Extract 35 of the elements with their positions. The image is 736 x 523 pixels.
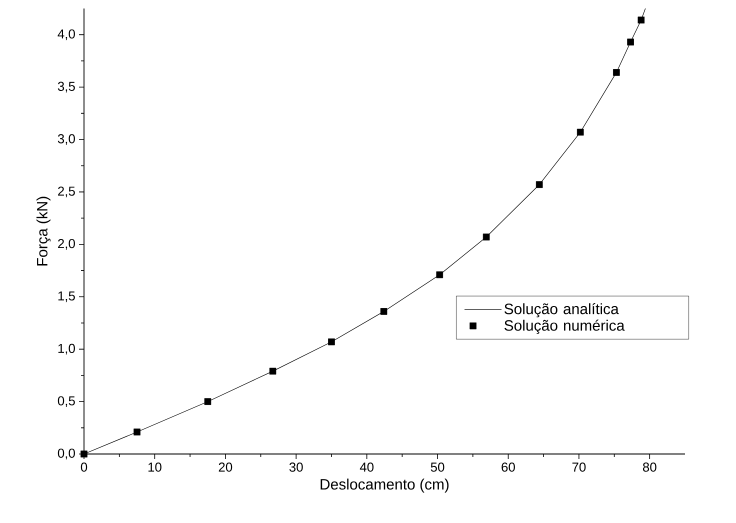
y-tick-label: 3,5 — [58, 82, 75, 92]
y-tick-label: 0,0 — [58, 448, 75, 460]
x-tick-label: 0 — [80, 462, 88, 472]
x-tick-label: 10 — [148, 462, 162, 472]
point — [269, 368, 276, 375]
legend-label: Solução analítica — [504, 303, 619, 318]
y-tick-label: 1,5 — [58, 291, 75, 302]
x-axis-title: Deslocamento (cm) — [320, 478, 449, 493]
point — [638, 16, 645, 24]
x-tick-label: 20 — [218, 462, 232, 472]
y-axis-title: Força (kN) — [36, 196, 51, 266]
x-tick-label: 50 — [430, 462, 444, 472]
x-tick-label: 80 — [642, 462, 656, 472]
y-tick-label: 2,0 — [58, 238, 75, 250]
y-tick-label: 1,0 — [58, 344, 75, 355]
point — [627, 38, 634, 46]
y-tick-label: 4,0 — [58, 29, 75, 40]
point — [80, 450, 88, 458]
x-tick-label: 70 — [572, 462, 586, 472]
legend-label: Solução numérica — [504, 320, 625, 334]
point — [482, 234, 490, 240]
x-tick-label: 60 — [502, 462, 515, 472]
point — [204, 398, 212, 405]
x-tick-label: 30 — [289, 462, 303, 472]
y-tick-label: 0,5 — [58, 396, 75, 407]
point — [328, 338, 335, 346]
x-tick-label: 40 — [360, 462, 374, 472]
y-tick-label: 2,5 — [58, 186, 75, 198]
point — [613, 69, 620, 76]
point — [134, 428, 140, 436]
y-tick-label: 3,0 — [58, 134, 75, 145]
point — [536, 181, 543, 188]
point — [380, 308, 388, 315]
point — [576, 128, 584, 136]
point — [436, 271, 444, 278]
